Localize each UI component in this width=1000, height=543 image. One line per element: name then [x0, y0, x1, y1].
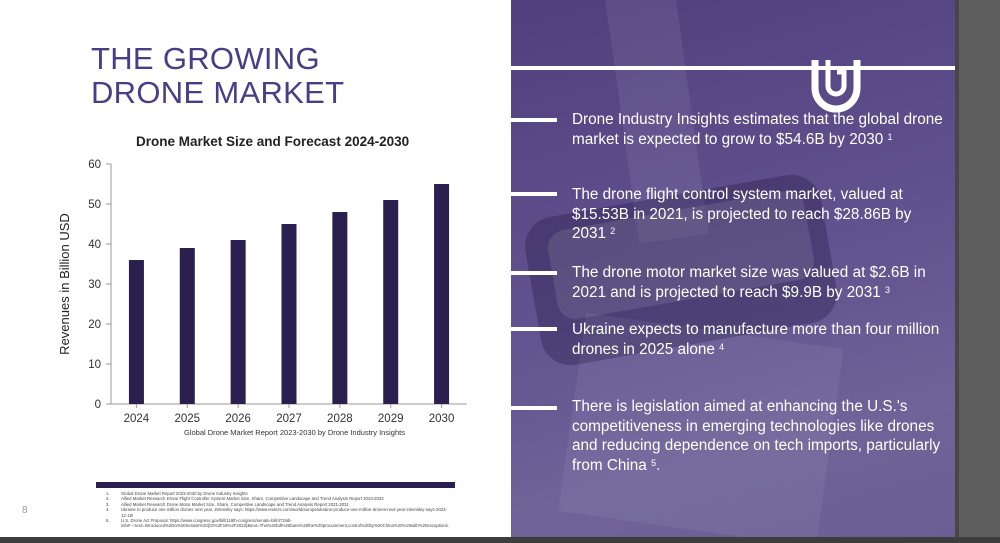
title-line-1: THE GROWING: [91, 41, 320, 76]
footnote-number: 3.: [106, 501, 110, 507]
bullet-2-text: The drone flight control system market, …: [572, 186, 912, 242]
bullet-marker: [511, 118, 557, 122]
x-tick-label: 2025: [174, 413, 200, 425]
footnote-number: 1.: [106, 491, 110, 496]
footnote-3: 3. Allied Market Research Drone Motor Mar…: [106, 502, 451, 507]
footnote-4: 4. Ukraine to produce one million drones …: [106, 507, 451, 518]
bar-2029: [383, 200, 399, 404]
bullet-2-ref: 2: [610, 226, 616, 236]
footnote-5: 5. U.S. Drone Act Proposal: https://www.c…: [106, 518, 451, 529]
slide-title: THE GROWING DRONE MARKET: [91, 42, 344, 110]
footer-rule: [96, 482, 455, 488]
x-tick-label: 2024: [124, 413, 150, 425]
y-tick-label: 10: [88, 359, 101, 371]
y-tick-label: 40: [88, 239, 101, 251]
footnote-text: Ukraine to produce one million drones ne…: [121, 507, 447, 518]
footnote-number: 2.: [106, 496, 110, 502]
photo-panel: [511, 0, 955, 543]
y-tick-label: 60: [88, 159, 101, 171]
y-tick-label: 50: [88, 199, 101, 211]
bar-2030: [434, 184, 450, 404]
bar-2027: [281, 224, 297, 404]
y-tick-label: 0: [95, 399, 101, 411]
page-number: 8: [22, 505, 28, 516]
y-tick-label: 20: [88, 319, 101, 331]
chart-title: Drone Market Size and Forecast 2024-2030: [136, 134, 410, 149]
divider-line: [511, 66, 955, 70]
bullet-3: The drone motor market size was valued a…: [572, 263, 947, 302]
x-tick-label: 2030: [429, 413, 455, 425]
bar-2028: [332, 212, 348, 404]
chart-source: Global Drone Market Report 2023-2030 by …: [184, 428, 405, 437]
x-tick-label: 2029: [378, 413, 404, 425]
bullet-marker: [511, 271, 557, 275]
window-bottom-bar: [0, 537, 1000, 543]
bullet-5: There is legislation aimed at enhancing …: [572, 398, 941, 474]
bullet-3-ref: 3: [884, 284, 890, 295]
y-axis-label: Revenues in Billion USD: [57, 213, 72, 355]
bullet-3-text: The drone motor market size was valued a…: [572, 264, 926, 301]
bullet-1-text: Drone Industry Insights estimates that t…: [572, 111, 943, 148]
bar-2024: [128, 260, 144, 404]
x-tick-label: 2028: [327, 413, 353, 425]
footnote-text: Allied Market Research Drone Flight Cont…: [121, 496, 384, 502]
footnote-1: 1. Global Drone Market Report 2023-2030 b…: [106, 491, 451, 496]
footnote-number: 4.: [106, 507, 110, 513]
footnote-text: Allied Market Research Drone Motor Marke…: [121, 501, 349, 507]
y-tick-label: 30: [88, 279, 101, 291]
footnote-text: Global Drone Market Report 2023-2030 by …: [121, 491, 248, 496]
footnotes: 1. Global Drone Market Report 2023-2030 b…: [106, 491, 451, 529]
bar-2025: [179, 248, 195, 404]
bullet-5-text: There is legislation aimed at enhancing …: [572, 398, 941, 474]
bullet-marker: [511, 192, 557, 196]
footnote-text: U.S. Drone Act Proposal: https://www.con…: [121, 518, 450, 529]
bullet-5-ref: 5: [651, 457, 657, 468]
title-line-2: DRONE MARKET: [91, 75, 345, 110]
footnote-number: 5.: [106, 518, 110, 524]
bullet-1-ref: 1: [887, 131, 893, 142]
bar-2026: [230, 240, 246, 404]
footnote-2: 2. Allied Market Research Drone Flight Co…: [106, 496, 451, 501]
bullet-marker: [511, 406, 557, 410]
bullet-2: The drone flight control system market, …: [572, 185, 947, 244]
window-side-strip: [955, 0, 1000, 543]
bullet-4-ref: 4: [719, 341, 725, 352]
bullet-4: Ukraine expects to manufacture more than…: [572, 320, 947, 359]
x-tick-label: 2027: [276, 413, 302, 425]
bullet-4-text: Ukraine expects to manufacture more than…: [572, 321, 940, 358]
u-shaped-brand-logo-icon: [811, 60, 861, 113]
x-tick-label: 2026: [225, 413, 251, 425]
bullet-1: Drone Industry Insights estimates that t…: [572, 110, 947, 149]
slide: THE GROWING DRONE MARKET Drone Market Si…: [0, 0, 955, 543]
bullet-marker: [511, 327, 557, 331]
